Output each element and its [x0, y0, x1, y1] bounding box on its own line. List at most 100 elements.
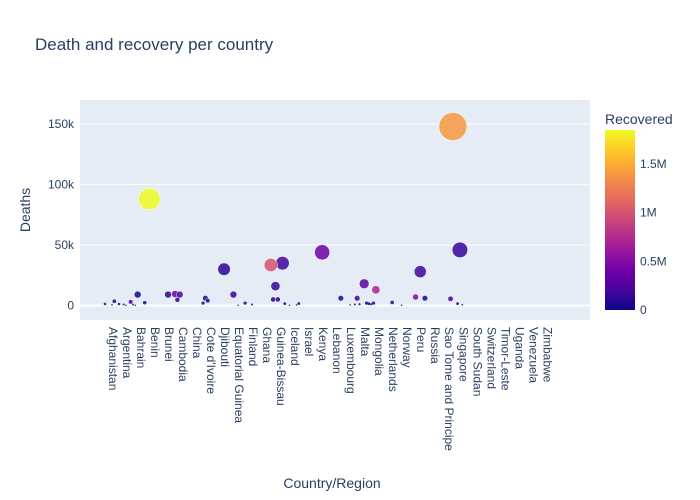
y-tick-label: 50k	[55, 238, 75, 252]
data-point[interactable]	[370, 303, 373, 306]
data-point[interactable]	[270, 296, 276, 303]
data-point[interactable]	[297, 302, 301, 306]
x-tick-label: Mongolia	[372, 327, 386, 376]
data-point[interactable]	[133, 290, 142, 299]
data-point[interactable]	[438, 112, 468, 141]
data-point[interactable]	[358, 303, 361, 306]
data-point[interactable]	[128, 299, 133, 304]
colorbar-tick-label: 1.5M	[640, 157, 667, 171]
x-tick-label: Guinea-Bissau	[274, 327, 288, 406]
data-point[interactable]	[371, 285, 381, 295]
data-point[interactable]	[263, 258, 278, 272]
x-tick-label: Kenya	[316, 327, 330, 361]
data-point[interactable]	[176, 290, 184, 299]
x-tick-label: Lebanon	[330, 327, 344, 374]
data-point[interactable]	[353, 303, 356, 306]
data-point[interactable]	[371, 301, 376, 305]
x-tick-label: Uganda	[512, 327, 526, 369]
data-point[interactable]	[134, 304, 137, 307]
data-point[interactable]	[111, 304, 113, 306]
x-tick-label: Singapore	[456, 327, 470, 382]
y-tick-label: 0	[67, 298, 74, 312]
x-tick-label: Israel	[302, 327, 316, 356]
data-point[interactable]	[456, 302, 459, 306]
data-point[interactable]	[243, 301, 247, 305]
x-axis: Afghanistan Argentina Bahrain Benin Brunei Ca…	[106, 327, 554, 451]
x-tick-label: Venezuela	[526, 327, 540, 383]
data-point[interactable]	[174, 297, 181, 303]
data-point[interactable]	[413, 265, 427, 278]
data-point[interactable]	[400, 304, 403, 306]
x-tick-label: Ghana	[260, 327, 274, 363]
x-tick-label: Peru	[414, 327, 428, 352]
y-axis-title: Deaths	[17, 188, 33, 232]
data-point[interactable]	[201, 301, 205, 305]
data-point[interactable]	[359, 278, 370, 289]
x-tick-label: Timor-Leste	[498, 327, 512, 391]
x-tick-label: Zimbabwe	[540, 327, 554, 383]
data-point[interactable]	[142, 300, 147, 305]
x-tick-label: Equatorial Guinea	[232, 327, 246, 423]
data-point[interactable]	[461, 303, 464, 306]
x-tick-label: Brunei	[162, 327, 176, 362]
x-tick-label: Cambodia	[176, 327, 190, 382]
data-point[interactable]	[412, 293, 419, 301]
y-axis: 0 50k 100k 150k	[48, 117, 75, 312]
data-point[interactable]	[283, 302, 287, 306]
data-point[interactable]	[111, 298, 117, 304]
data-point[interactable]	[447, 295, 454, 302]
data-point[interactable]	[237, 304, 239, 306]
y-gridlines	[80, 123, 590, 307]
data-point[interactable]	[288, 304, 291, 307]
data-point[interactable]	[421, 295, 428, 302]
x-tick-label: Switzerland	[484, 327, 498, 389]
x-tick-label: Netherlands	[386, 327, 400, 392]
x-tick-label: Bahrain	[134, 327, 148, 368]
data-point[interactable]	[229, 290, 238, 299]
data-point[interactable]	[138, 188, 161, 211]
x-tick-label: Cote d'Ivoire	[204, 327, 218, 394]
data-point[interactable]	[205, 298, 211, 304]
x-tick-label: Djibouti	[218, 327, 232, 367]
x-tick-label: Malta	[358, 327, 372, 357]
data-point[interactable]	[103, 302, 107, 306]
data-point[interactable]	[125, 304, 127, 307]
y-tick-label: 100k	[48, 178, 75, 192]
data-point[interactable]	[274, 296, 281, 303]
colorbar-ticks: 0 0.5M 1M 1.5M	[640, 157, 667, 317]
colorbar	[605, 130, 635, 310]
x-axis-title: Country/Region	[283, 475, 380, 491]
x-tick-label: Argentina	[120, 327, 134, 379]
y-tick-label: 150k	[48, 117, 75, 131]
data-point[interactable]	[354, 295, 361, 302]
data-point[interactable]	[164, 290, 172, 299]
data-point[interactable]	[295, 304, 298, 306]
data-point[interactable]	[367, 302, 371, 306]
data-point[interactable]	[337, 295, 344, 302]
data-point[interactable]	[390, 300, 395, 305]
plot-area	[80, 100, 590, 320]
colorbar-title: Recovered	[605, 111, 673, 127]
data-point[interactable]	[122, 303, 125, 306]
data-point[interactable]	[251, 303, 254, 306]
data-point[interactable]	[132, 303, 134, 306]
x-tick-label: Sao Tome and Principe	[442, 327, 456, 451]
data-point[interactable]	[451, 241, 468, 258]
x-tick-label: Iceland	[288, 327, 302, 366]
colorbar-tick-label: 1M	[640, 206, 657, 220]
data-point[interactable]	[349, 304, 351, 306]
x-tick-label: Luxembourg	[344, 327, 358, 394]
data-point[interactable]	[270, 281, 281, 292]
data-point[interactable]	[217, 262, 231, 276]
x-tick-label: China	[190, 327, 204, 359]
data-point[interactable]	[117, 302, 121, 306]
x-tick-label: Finland	[246, 327, 260, 366]
data-point[interactable]	[275, 256, 290, 271]
x-tick-label: Norway	[400, 327, 414, 368]
x-tick-label: Russia	[428, 327, 442, 364]
x-tick-label: Benin	[148, 327, 162, 358]
data-point[interactable]	[314, 244, 331, 261]
data-point[interactable]	[364, 301, 369, 305]
colorbar-tick-label: 0	[640, 303, 647, 317]
